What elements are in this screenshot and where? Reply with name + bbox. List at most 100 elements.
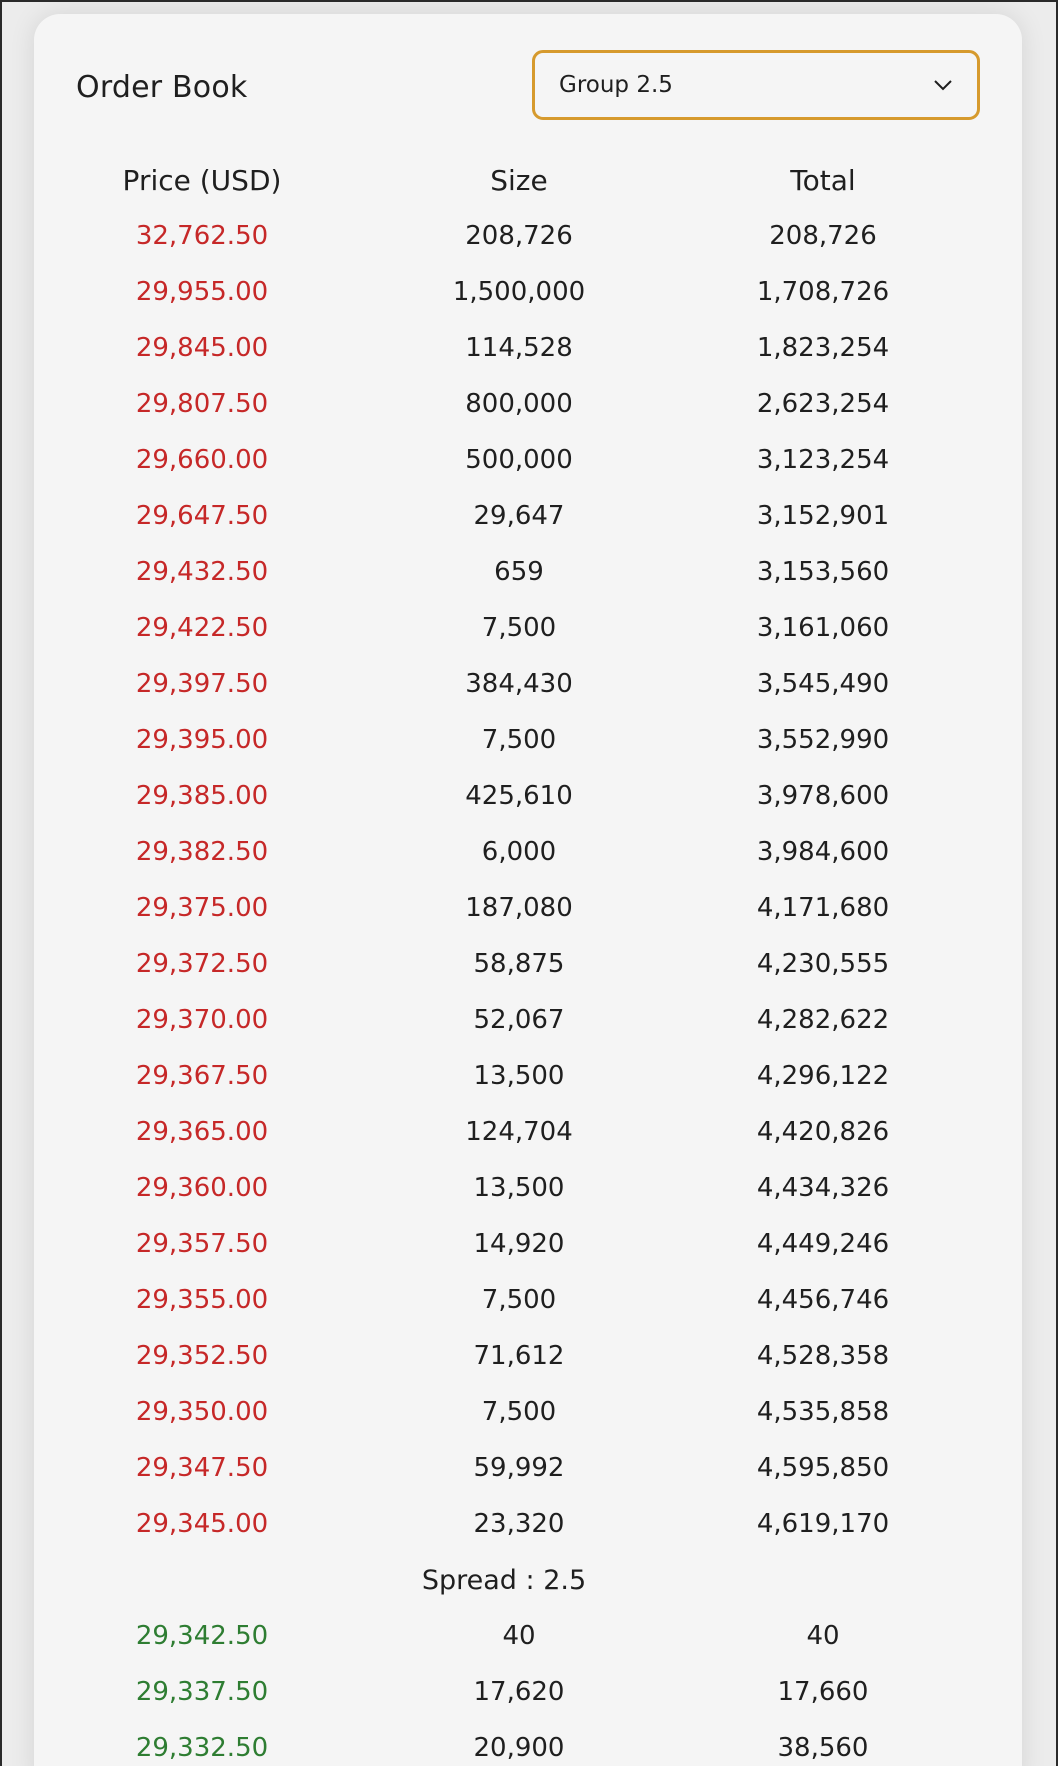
asks-list: 32,762.50 208,726 208,726 29,955.00 1,500,00… [34,208,1022,1552]
size-cell: 17,620 [473,1677,565,1707]
ask-row: 29,382.50 6,000 3,984,600 [34,824,1022,880]
bid-row: 29,342.50 40 40 [34,1608,1022,1664]
ask-row: 29,955.00 1,500,000 1,708,726 [34,264,1022,320]
size-cell: 71,612 [473,1341,565,1371]
order-book-card: Order Book Group 2.5 Price (USD) Size To… [34,14,1022,1766]
page-title: Order Book [76,70,248,105]
size-cell: 384,430 [465,669,573,699]
total-cell: 3,545,490 [756,669,890,699]
total-cell: 3,123,254 [756,445,890,475]
ask-row: 29,370.00 52,067 4,282,622 [34,992,1022,1048]
price-cell: 29,337.50 [135,1677,269,1707]
ask-row: 29,432.50 659 3,153,560 [34,544,1022,600]
size-cell: 800,000 [465,389,573,419]
price-cell: 29,360.00 [135,1173,269,1203]
total-cell: 1,708,726 [756,277,890,307]
ask-row: 29,375.00 187,080 4,171,680 [34,880,1022,936]
price-cell: 29,397.50 [135,669,269,699]
chevron-down-icon [933,78,953,92]
total-cell: 4,171,680 [756,893,890,923]
ask-row: 29,352.50 71,612 4,528,358 [34,1328,1022,1384]
total-cell: 3,152,901 [756,501,890,531]
price-cell: 29,385.00 [135,781,269,811]
price-cell: 29,955.00 [135,277,269,307]
price-cell: 29,355.00 [135,1285,269,1315]
size-cell: 23,320 [473,1509,565,1539]
price-cell: 29,382.50 [135,837,269,867]
total-cell: 4,420,826 [756,1117,890,1147]
price-cell: 29,370.00 [135,1005,269,1035]
column-header-total: Total [790,163,856,197]
column-header-size: Size [490,163,548,197]
price-cell: 29,395.00 [135,725,269,755]
size-cell: 40 [502,1621,536,1651]
total-cell: 40 [806,1621,840,1651]
size-cell: 500,000 [465,445,573,475]
size-cell: 7,500 [481,1397,557,1427]
size-cell: 7,500 [481,613,557,643]
total-cell: 1,823,254 [756,333,890,363]
total-cell: 17,660 [777,1677,869,1707]
spread-label: Spread : 2.5 [421,1564,587,1596]
ask-row: 29,395.00 7,500 3,552,990 [34,712,1022,768]
ask-row: 29,385.00 425,610 3,978,600 [34,768,1022,824]
size-cell: 1,500,000 [452,277,586,307]
size-cell: 52,067 [473,1005,565,1035]
ask-row: 29,355.00 7,500 4,456,746 [34,1272,1022,1328]
ask-row: 29,345.00 23,320 4,619,170 [34,1496,1022,1552]
bid-row: 29,332.50 20,900 38,560 [34,1720,1022,1766]
price-cell: 29,432.50 [135,557,269,587]
price-cell: 29,347.50 [135,1453,269,1483]
group-select-value: Group 2.5 [559,72,673,98]
ask-row: 29,360.00 13,500 4,434,326 [34,1160,1022,1216]
total-cell: 208,726 [769,221,877,251]
ask-row: 32,762.50 208,726 208,726 [34,208,1022,264]
price-cell: 29,350.00 [135,1397,269,1427]
total-cell: 4,434,326 [756,1173,890,1203]
total-cell: 4,595,850 [756,1453,890,1483]
size-cell: 58,875 [473,949,565,979]
price-cell: 32,762.50 [135,221,269,251]
total-cell: 3,978,600 [756,781,890,811]
total-cell: 3,984,600 [756,837,890,867]
total-cell: 4,282,622 [756,1005,890,1035]
ask-row: 29,372.50 58,875 4,230,555 [34,936,1022,992]
size-cell: 208,726 [465,221,573,251]
price-cell: 29,357.50 [135,1229,269,1259]
total-cell: 3,552,990 [756,725,890,755]
price-cell: 29,807.50 [135,389,269,419]
size-cell: 59,992 [473,1453,565,1483]
total-cell: 4,619,170 [756,1509,890,1539]
ask-row: 29,845.00 114,528 1,823,254 [34,320,1022,376]
table-header: Price (USD) Size Total [34,152,1022,208]
price-cell: 29,647.50 [135,501,269,531]
ask-row: 29,422.50 7,500 3,161,060 [34,600,1022,656]
order-book-table: Price (USD) Size Total 32,762.50 208,726 2… [34,152,1022,1766]
ask-row: 29,365.00 124,704 4,420,826 [34,1104,1022,1160]
total-cell: 3,161,060 [756,613,890,643]
size-cell: 659 [494,557,544,587]
price-cell: 29,375.00 [135,893,269,923]
group-select[interactable]: Group 2.5 [532,50,980,120]
total-cell: 4,535,858 [756,1397,890,1427]
size-cell: 6,000 [481,837,557,867]
ask-row: 29,347.50 59,992 4,595,850 [34,1440,1022,1496]
total-cell: 4,230,555 [756,949,890,979]
size-cell: 7,500 [481,725,557,755]
size-cell: 425,610 [465,781,573,811]
price-cell: 29,365.00 [135,1117,269,1147]
size-cell: 14,920 [473,1229,565,1259]
price-cell: 29,660.00 [135,445,269,475]
column-header-price: Price (USD) [122,163,282,197]
price-cell: 29,422.50 [135,613,269,643]
ask-row: 29,357.50 14,920 4,449,246 [34,1216,1022,1272]
total-cell: 2,623,254 [756,389,890,419]
size-cell: 187,080 [465,893,573,923]
total-cell: 4,456,746 [756,1285,890,1315]
ask-row: 29,397.50 384,430 3,545,490 [34,656,1022,712]
total-cell: 4,528,358 [756,1341,890,1371]
ask-row: 29,807.50 800,000 2,623,254 [34,376,1022,432]
total-cell: 38,560 [777,1733,869,1763]
size-cell: 13,500 [473,1173,565,1203]
